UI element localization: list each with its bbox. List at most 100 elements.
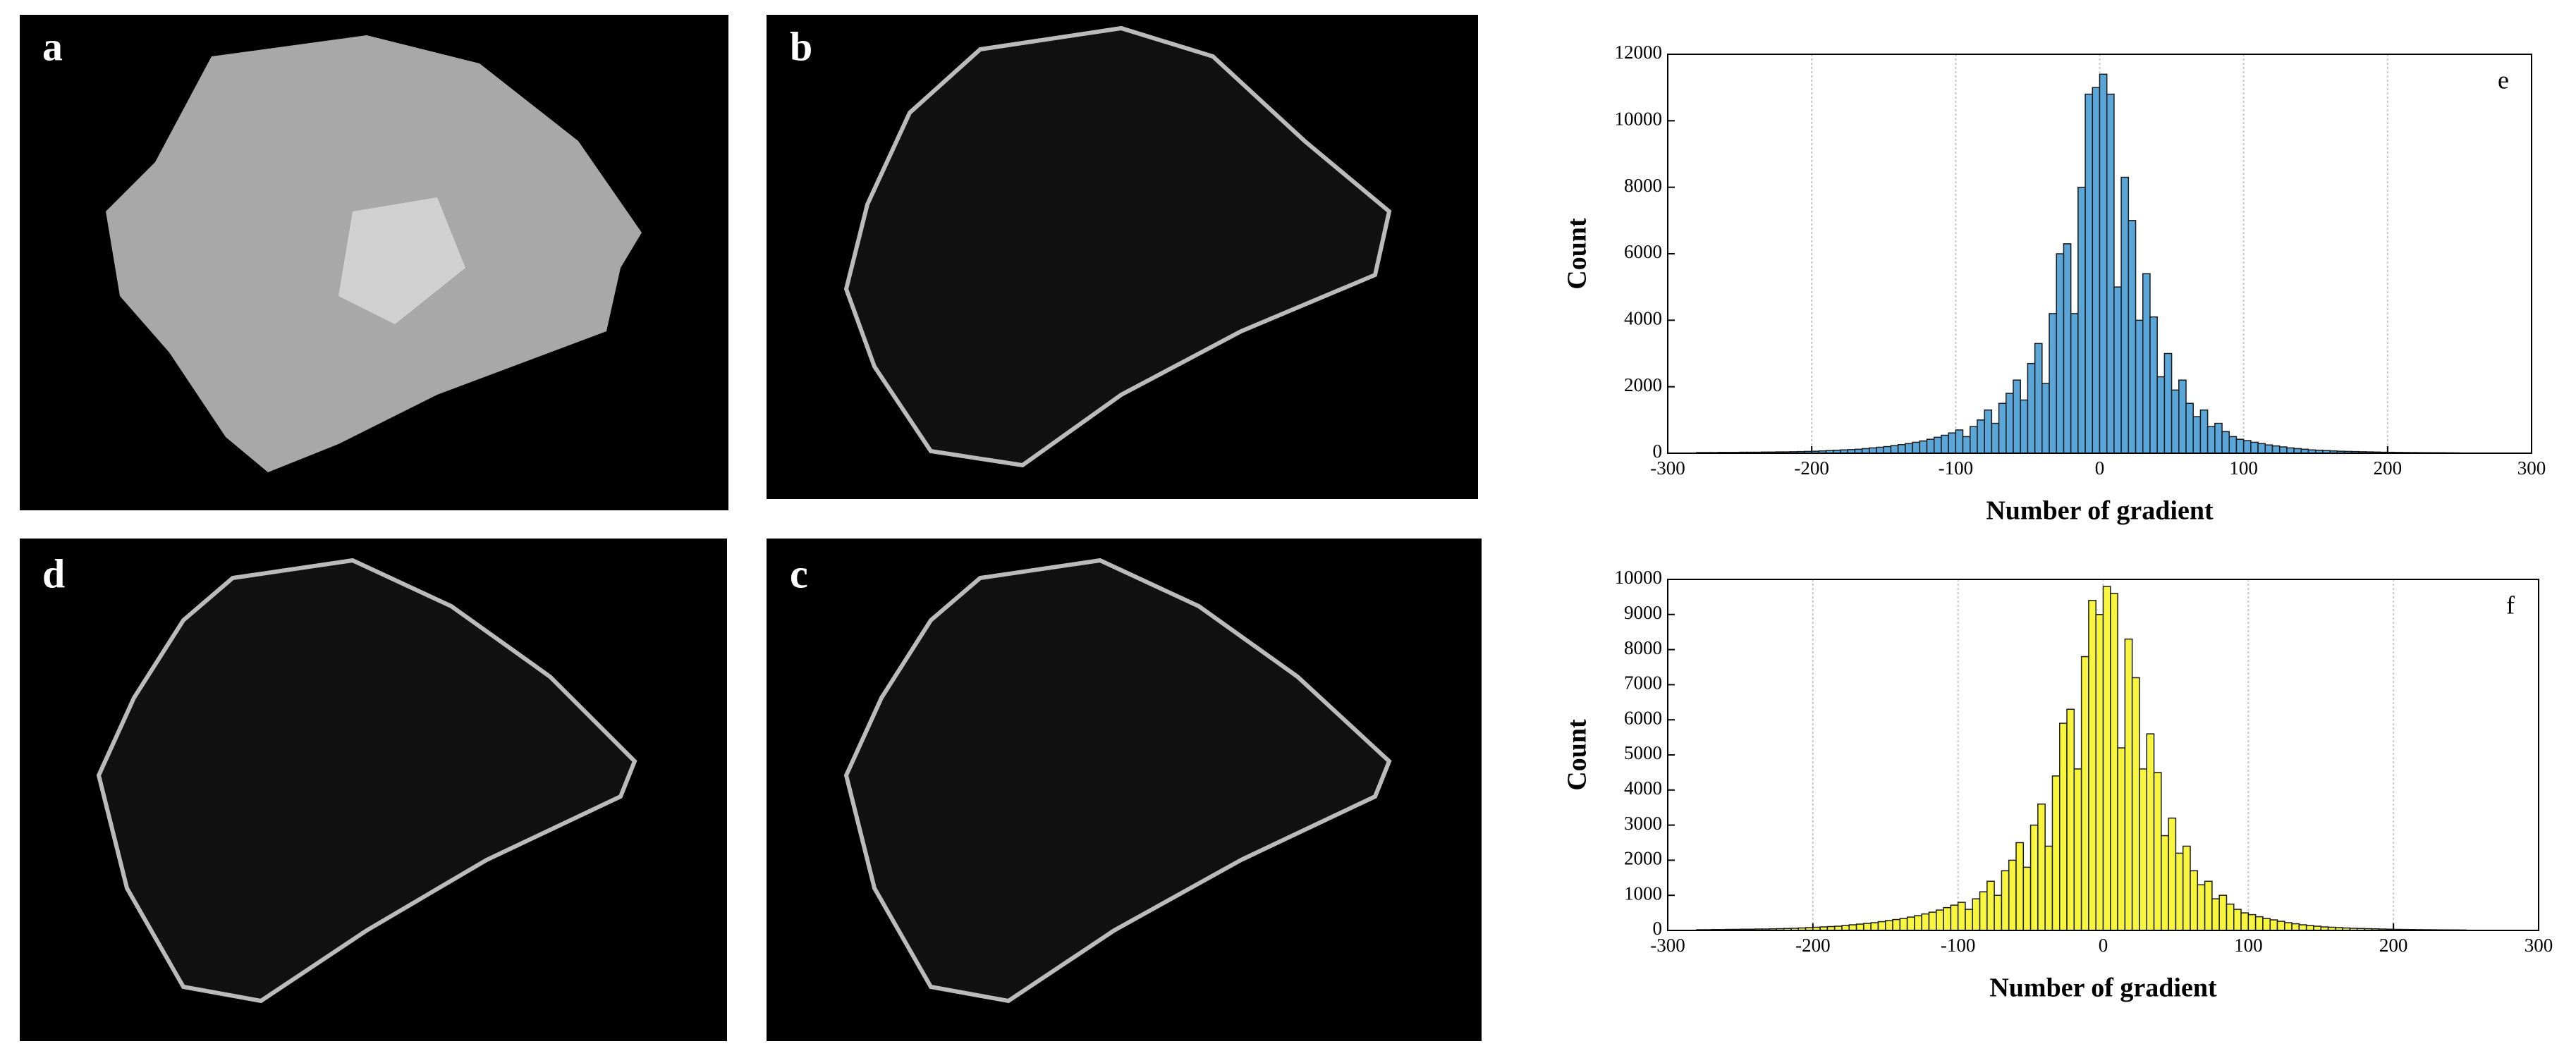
histogram-bar [1950, 904, 1959, 931]
histogram-bar [2235, 438, 2245, 454]
y-tick-label: 10000 [1615, 567, 1663, 588]
histogram-bar [2066, 708, 2075, 931]
histogram-bar [2226, 903, 2235, 931]
cell-highlight [338, 197, 465, 324]
histogram-bar [2221, 431, 2230, 454]
histogram-bar [2284, 922, 2293, 931]
histogram-bar [2142, 273, 2151, 454]
histogram-bar [2128, 220, 2137, 454]
histogram-bar [1977, 419, 1985, 454]
histogram-bar [2049, 313, 2058, 454]
histogram-bar [1863, 923, 1872, 931]
panel-annotation: e [2498, 66, 2509, 94]
cell-edges [96, 558, 637, 1004]
histogram-bar [1941, 434, 1949, 454]
histogram-bar [2113, 286, 2122, 454]
y-tick-label: 8000 [1624, 175, 1662, 196]
y-tick-label: 0 [1653, 918, 1663, 939]
histogram-bar [2088, 600, 2096, 931]
histogram-bar [2228, 436, 2238, 454]
histogram-bar [2185, 402, 2194, 454]
histogram-bar [2161, 835, 2169, 931]
histogram-bar [1897, 443, 1906, 454]
x-tick-label: 300 [2517, 457, 2546, 479]
histogram-bar [2034, 343, 2043, 454]
histogram-bar [1965, 909, 1973, 931]
histogram-bar [1919, 440, 1928, 454]
y-axis-label: Count [1563, 719, 1592, 791]
histogram-bar [2041, 383, 2050, 454]
histogram-bar [2020, 399, 2029, 454]
histogram-bar [2163, 352, 2173, 454]
x-tick-label: 200 [2379, 935, 2408, 956]
histogram-bar [1962, 436, 1971, 454]
histogram-bar [2139, 768, 2147, 931]
histogram-bar [2022, 866, 2032, 931]
histogram-bar [2092, 87, 2101, 454]
histogram-bar [2120, 176, 2130, 454]
x-tick-label: 100 [2229, 457, 2258, 479]
histogram-bar [2149, 316, 2158, 454]
histogram-bar [2178, 379, 2187, 454]
x-tick-label: 200 [2374, 457, 2403, 479]
histogram-bar [2182, 845, 2191, 931]
histogram-bar [2250, 441, 2259, 454]
cell-edges [843, 558, 1392, 1004]
histogram-bar [2135, 319, 2144, 454]
histogram-bar [1957, 902, 1966, 931]
histogram-bar [2254, 916, 2264, 931]
histogram-bar [2278, 446, 2288, 454]
histogram-bar [1986, 880, 1995, 931]
histogram-bar [2192, 416, 2202, 454]
histogram-bar [2276, 921, 2285, 931]
histogram-bar [2153, 772, 2162, 931]
histogram-bar [2197, 884, 2206, 931]
y-tick-label: 4000 [1624, 308, 1662, 329]
histogram-bar [2286, 447, 2295, 454]
x-tick-label: -100 [1941, 935, 1976, 956]
histogram-bar [2211, 898, 2220, 931]
histogram-bar [2233, 909, 2242, 931]
histogram-bar [2095, 614, 2104, 931]
histogram-bar [1984, 409, 1993, 454]
histogram-bar [2056, 253, 2065, 454]
panel-label: b [790, 23, 812, 69]
y-axis-label: Count [1563, 218, 1592, 290]
y-tick-label: 12000 [1615, 42, 1663, 63]
histogram-bar [2204, 880, 2213, 931]
histogram-bar [1876, 446, 1885, 454]
histogram-bar [2077, 186, 2086, 454]
panel-label: c [790, 550, 808, 596]
histogram-bar [2110, 593, 2118, 931]
histogram-bar [1890, 445, 1899, 454]
histogram-bar [2124, 638, 2133, 931]
histogram-bar [2059, 722, 2068, 931]
panel-label: a [42, 23, 63, 69]
histogram-bar [2218, 894, 2228, 931]
histogram-bar [2037, 803, 2046, 931]
histogram-bar [1948, 432, 1957, 454]
y-tick-label: 7000 [1624, 672, 1662, 694]
x-tick-label: 300 [2525, 935, 2553, 956]
histogram-bar [2044, 845, 2053, 931]
y-tick-label: 6000 [1624, 707, 1662, 728]
y-tick-label: 3000 [1624, 813, 1662, 834]
histogram-bar [2257, 443, 2266, 454]
histogram-bar [1912, 441, 1921, 454]
x-tick-label: -300 [1650, 935, 1685, 956]
histogram-bar [2073, 768, 2082, 931]
histogram-bar [2271, 445, 2281, 454]
plot-frame [1667, 54, 2532, 454]
histogram-bar [2013, 379, 2021, 454]
y-tick-label: 5000 [1624, 742, 1662, 763]
histogram-bar [2027, 362, 2036, 454]
histogram-bar [1869, 447, 1877, 454]
cell-edges [843, 25, 1392, 468]
y-tick-label: 8000 [1624, 637, 1662, 658]
histogram-bar [2240, 912, 2250, 931]
histogram-bar [1921, 913, 1930, 931]
histogram-bar [2262, 918, 2271, 931]
y-tick-label: 0 [1653, 441, 1663, 462]
histogram-bar [1970, 426, 1978, 454]
